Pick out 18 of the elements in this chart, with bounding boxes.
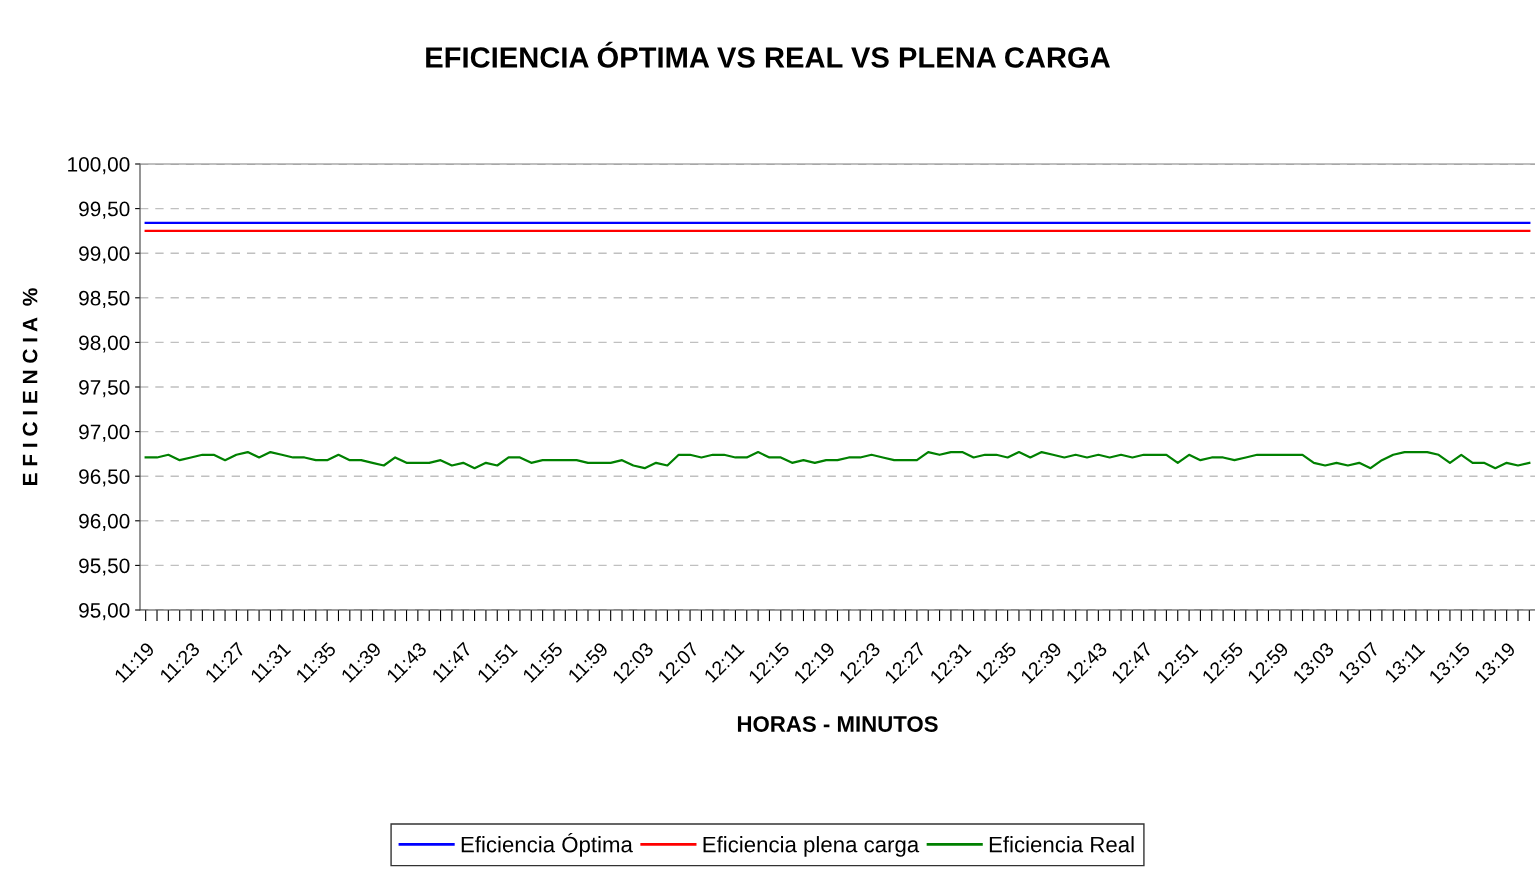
- y-tick-label: 95,00: [79, 603, 130, 621]
- y-tick-label: 97,50: [79, 380, 130, 398]
- y-tick-label: 100,00: [68, 157, 130, 175]
- chart-title: EFICIENCIA ÓPTIMA VS REAL VS PLENA CARGA: [426, 41, 1110, 68]
- y-tick-label: 98,50: [79, 290, 130, 309]
- legend-label: Eficiencia plena carga: [703, 836, 920, 857]
- y-tick-label: 99,00: [79, 246, 130, 264]
- legend-label: Eficiencia Real: [989, 836, 1134, 853]
- y-tick-label: 97,00: [79, 424, 130, 442]
- y-tick-label: 98,00: [79, 335, 130, 353]
- legend-label: Eficiencia Óptima: [461, 832, 633, 857]
- y-tick-label: 99,50: [79, 201, 130, 219]
- y-tick-label: 96,50: [79, 469, 130, 487]
- y-axis-title: E F I C I E N C I A %: [22, 288, 38, 485]
- line-series: [144, 451, 1531, 470]
- y-tick-label: 96,00: [79, 513, 130, 532]
- y-tick-label: 95,50: [79, 558, 130, 576]
- x-axis-title: HORAS - MINUTOS: [737, 716, 938, 732]
